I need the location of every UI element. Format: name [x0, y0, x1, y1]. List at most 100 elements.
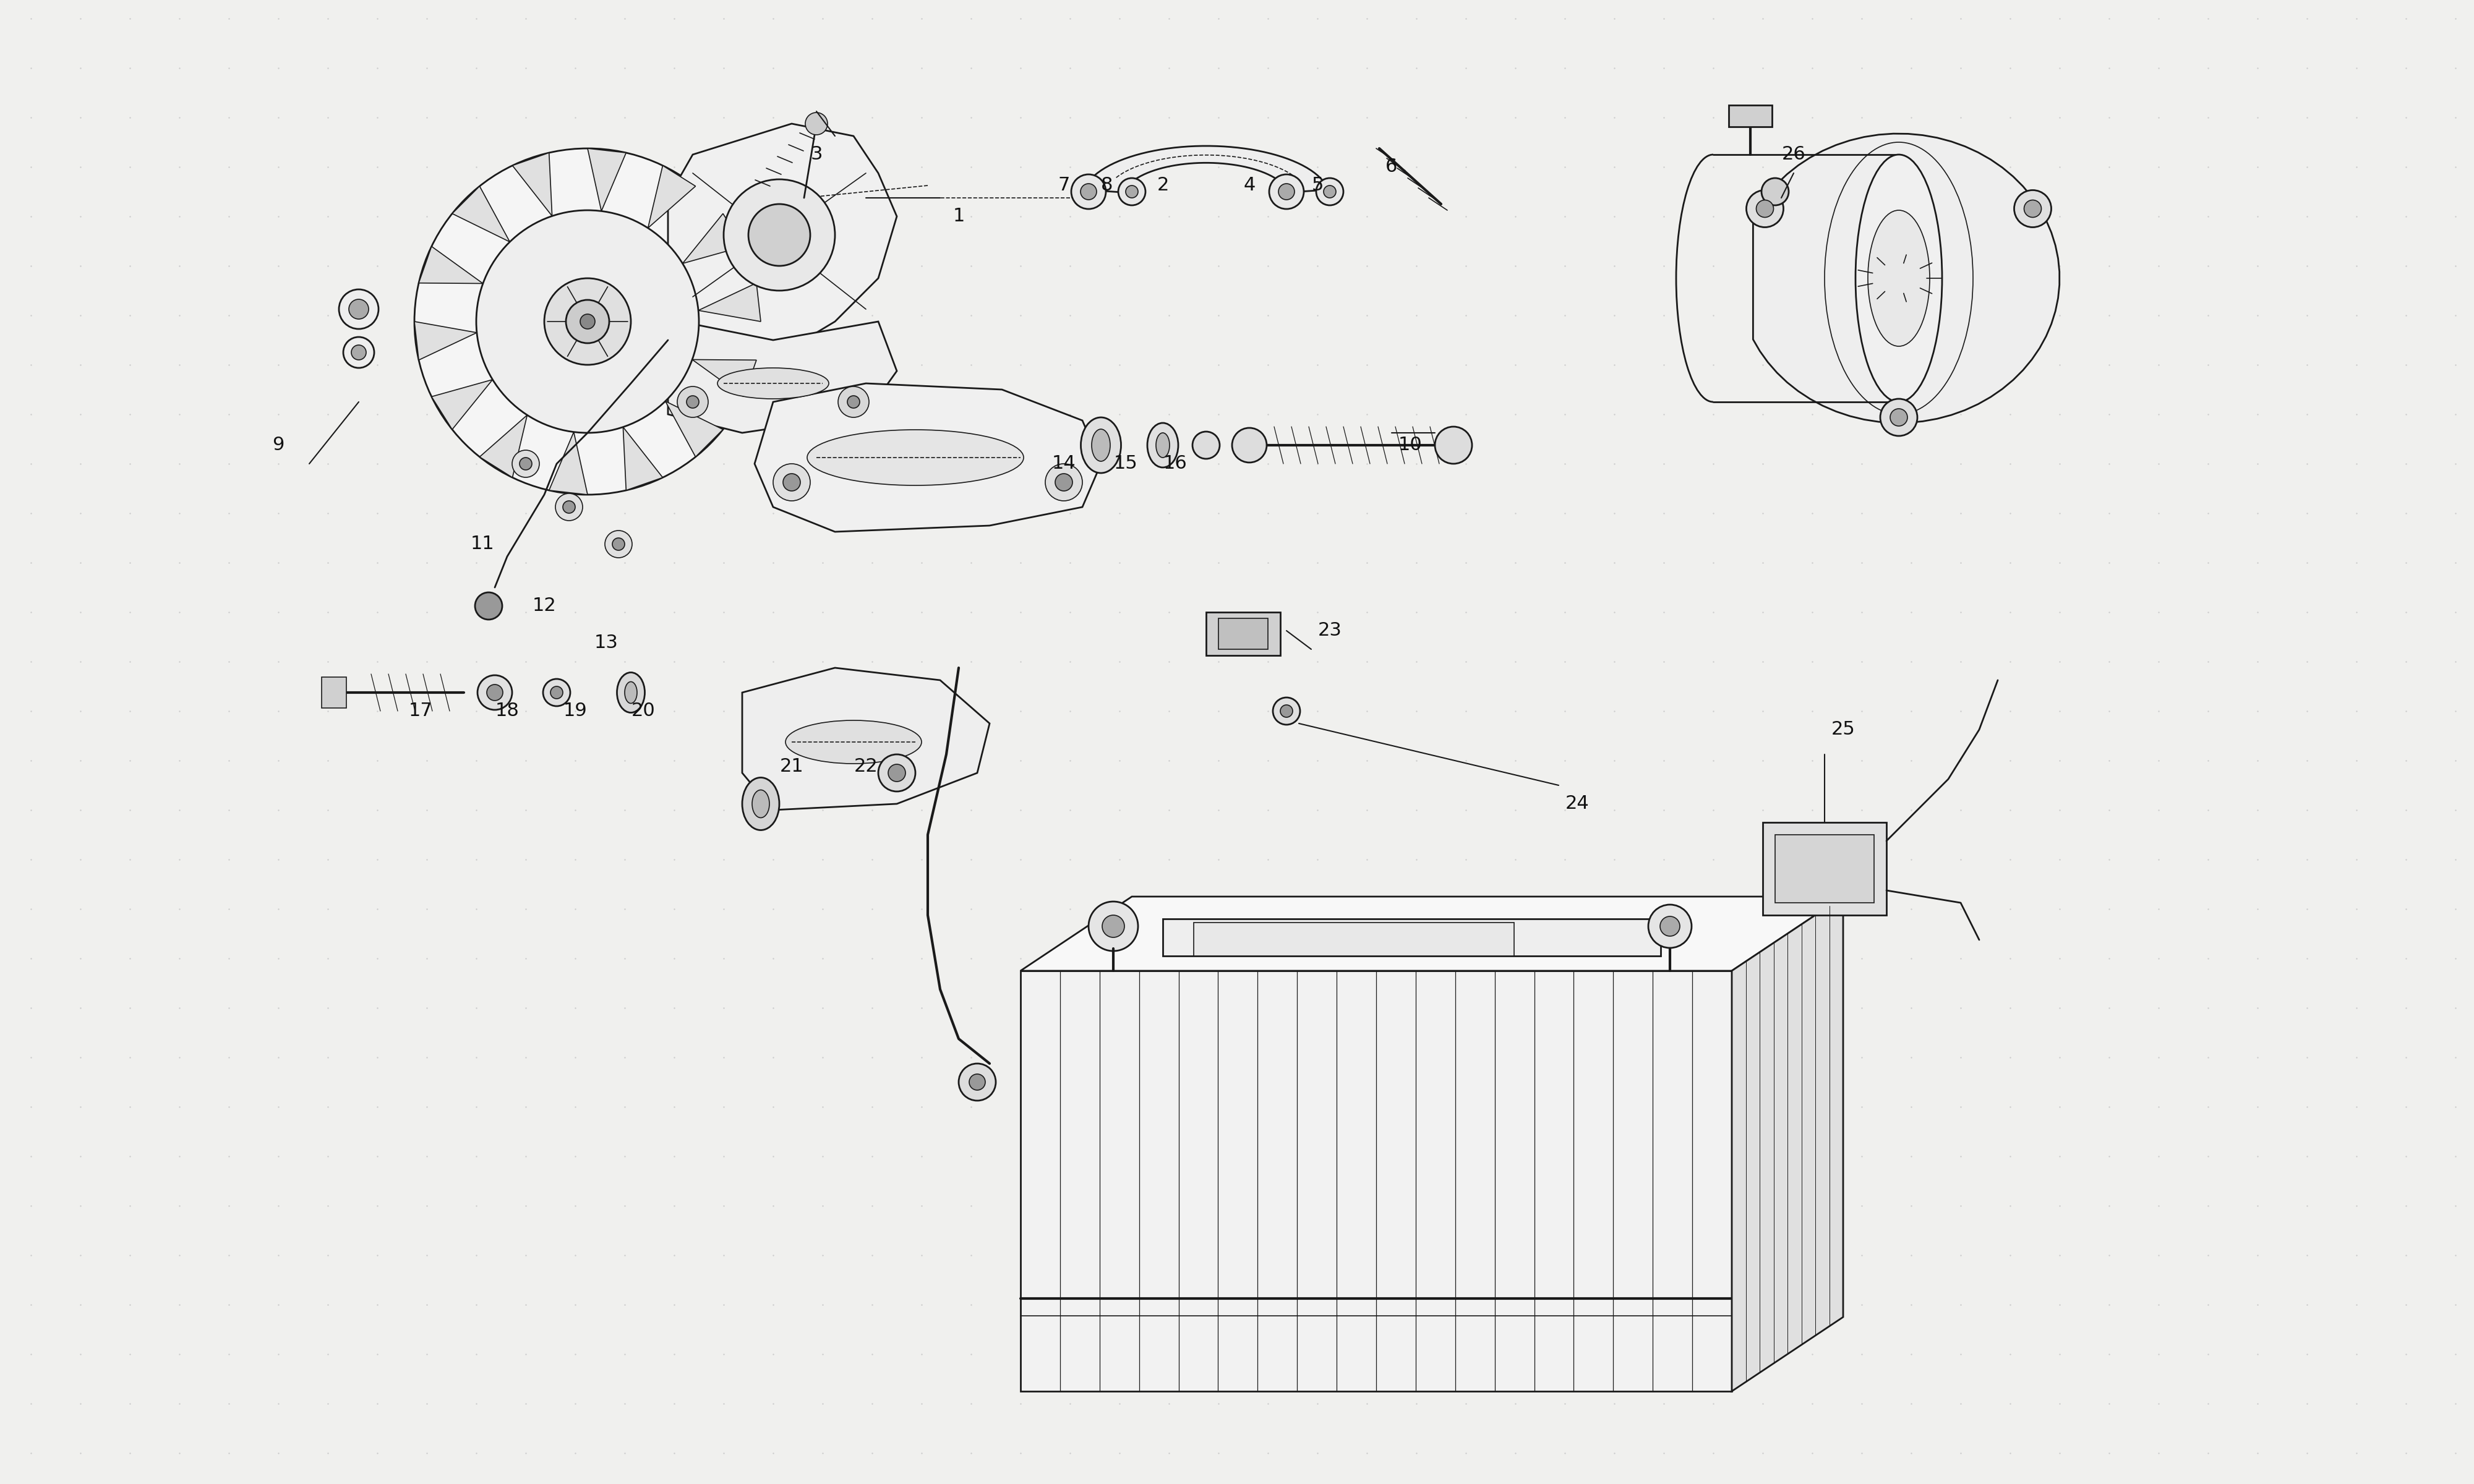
Circle shape [678, 386, 708, 417]
Bar [1207, 611, 1282, 656]
Polygon shape [742, 668, 990, 810]
Bar [1729, 105, 1771, 126]
Bar [1192, 923, 1514, 956]
Bar [1217, 619, 1267, 650]
Circle shape [1761, 178, 1789, 205]
Text: 23: 23 [1319, 622, 1341, 640]
Polygon shape [1022, 896, 1843, 971]
Polygon shape [430, 380, 492, 429]
Text: 24: 24 [1566, 795, 1588, 813]
Text: 9: 9 [272, 436, 285, 454]
Polygon shape [512, 153, 552, 217]
Circle shape [562, 500, 574, 513]
Ellipse shape [1155, 433, 1170, 457]
Polygon shape [1732, 896, 1843, 1392]
Circle shape [782, 473, 802, 491]
Ellipse shape [616, 672, 646, 712]
Circle shape [1272, 697, 1301, 724]
Circle shape [878, 754, 915, 791]
Bar [1163, 919, 1660, 956]
Polygon shape [683, 214, 745, 264]
Ellipse shape [1868, 211, 1930, 346]
Circle shape [1103, 916, 1123, 938]
Text: 18: 18 [495, 702, 520, 720]
Polygon shape [668, 322, 896, 433]
Circle shape [846, 396, 861, 408]
Circle shape [475, 592, 502, 620]
Circle shape [1660, 916, 1680, 936]
Circle shape [512, 450, 539, 478]
Circle shape [2014, 190, 2051, 227]
Circle shape [960, 1064, 995, 1101]
Circle shape [1324, 186, 1336, 197]
Text: 21: 21 [779, 758, 804, 776]
Circle shape [1890, 408, 1907, 426]
Text: 3: 3 [811, 145, 821, 163]
Text: 8: 8 [1101, 177, 1113, 194]
Circle shape [1081, 184, 1096, 200]
Circle shape [1126, 186, 1138, 197]
Circle shape [747, 203, 811, 266]
Text: 1: 1 [952, 208, 965, 226]
Ellipse shape [1148, 423, 1178, 467]
Circle shape [1118, 178, 1145, 205]
Polygon shape [589, 148, 626, 211]
Circle shape [970, 1074, 985, 1091]
Polygon shape [480, 416, 527, 478]
Circle shape [1192, 432, 1220, 459]
Text: 20: 20 [631, 702, 656, 720]
Ellipse shape [1081, 417, 1121, 473]
Polygon shape [416, 322, 477, 361]
Text: 19: 19 [564, 702, 586, 720]
Circle shape [579, 315, 594, 329]
Polygon shape [1084, 145, 1329, 193]
Circle shape [807, 113, 826, 135]
Text: 14: 14 [1051, 454, 1076, 473]
Polygon shape [666, 401, 722, 457]
Text: 16: 16 [1163, 454, 1188, 473]
Circle shape [1071, 174, 1106, 209]
Polygon shape [623, 427, 663, 490]
Text: 22: 22 [854, 758, 878, 776]
Text: 5: 5 [1311, 177, 1324, 194]
Circle shape [839, 386, 868, 417]
Text: 25: 25 [1831, 721, 1856, 739]
Circle shape [1435, 427, 1472, 463]
Circle shape [544, 680, 569, 706]
Polygon shape [698, 283, 762, 322]
Circle shape [1757, 200, 1774, 217]
Circle shape [1282, 705, 1291, 717]
Text: 26: 26 [1781, 145, 1806, 163]
Text: 4: 4 [1244, 177, 1254, 194]
Circle shape [339, 289, 379, 329]
Circle shape [888, 764, 905, 782]
Circle shape [1269, 174, 1304, 209]
Ellipse shape [1091, 429, 1111, 462]
Circle shape [567, 300, 609, 343]
Circle shape [614, 537, 623, 551]
Text: 2: 2 [1158, 177, 1168, 194]
Circle shape [772, 463, 811, 500]
Circle shape [1232, 427, 1267, 463]
Text: 6: 6 [1385, 157, 1398, 177]
Ellipse shape [742, 778, 779, 830]
Circle shape [1648, 905, 1692, 948]
Ellipse shape [717, 368, 829, 399]
Polygon shape [668, 123, 896, 352]
Polygon shape [453, 186, 510, 242]
Text: 12: 12 [532, 597, 557, 614]
Polygon shape [693, 359, 757, 396]
Circle shape [1089, 901, 1138, 951]
Ellipse shape [752, 789, 769, 818]
Bar [1776, 834, 1875, 902]
Polygon shape [418, 246, 482, 283]
Ellipse shape [623, 681, 638, 703]
Circle shape [1316, 178, 1343, 205]
Text: 11: 11 [470, 536, 495, 554]
Bar [1761, 822, 1888, 916]
Text: 13: 13 [594, 634, 618, 651]
Circle shape [349, 300, 369, 319]
Circle shape [477, 675, 512, 709]
Text: 7: 7 [1059, 177, 1069, 194]
Circle shape [351, 344, 366, 359]
